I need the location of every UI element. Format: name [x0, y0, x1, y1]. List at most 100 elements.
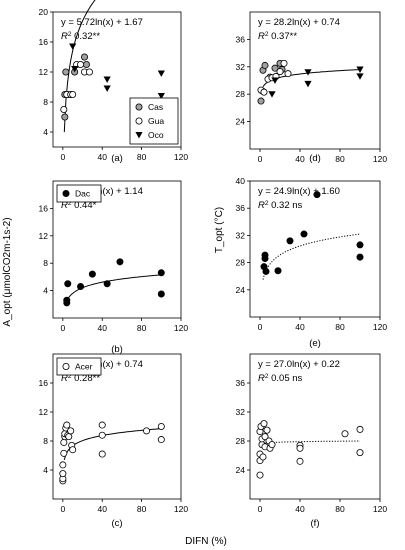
data-point	[260, 88, 268, 96]
y-tick-label: 40	[236, 176, 246, 186]
fit-curve	[63, 0, 96, 133]
data-point	[82, 61, 90, 69]
panel-label: (b)	[111, 344, 123, 355]
y-tick-label: 20	[39, 7, 49, 17]
data-point	[77, 282, 85, 290]
data-point	[259, 453, 267, 461]
plot-frame	[52, 180, 182, 319]
fit-equation: y = 28.2ln(x) + 0.74	[258, 17, 340, 28]
data-point	[263, 426, 271, 434]
data-point	[157, 436, 165, 444]
plot-frame	[249, 180, 381, 318]
y-tick-label: 36	[236, 34, 246, 44]
data-point	[356, 73, 364, 80]
data-point	[296, 457, 304, 465]
y-tick-label: 8	[43, 258, 48, 268]
data-point	[274, 267, 282, 275]
fit-equation: y = 24.9ln(x) + 1.60	[258, 186, 340, 197]
panel-a: 0 40 80 120 4 8 12 16 20 y = 5.72ln(x) + 1.67 R2 0…	[39, 0, 188, 164]
x-tick-label: 80	[335, 154, 345, 164]
x-tick-label: 40	[97, 152, 107, 162]
data-point	[71, 66, 79, 73]
x-tick-label: 0	[60, 323, 65, 333]
data-point	[284, 70, 292, 78]
y-tick-label: 4	[43, 286, 48, 296]
plot-frame	[52, 353, 182, 500]
data-point	[60, 449, 68, 457]
legend-box	[56, 184, 102, 203]
data-point	[300, 230, 308, 238]
data-point	[356, 241, 364, 249]
data-point	[157, 422, 165, 430]
x-tick-label: 0	[60, 152, 65, 162]
plot-frame	[249, 353, 381, 500]
x-tick-label: 80	[137, 323, 147, 333]
panel-c: 0 40 80 120 4 8 12 16 y = 6.08ln(x) + 0.74 R2 0.2…	[39, 353, 188, 529]
data-point	[64, 280, 72, 288]
data-point	[304, 69, 312, 76]
y-tick-label: 36	[236, 203, 246, 213]
data-point	[256, 471, 264, 479]
data-point	[261, 433, 269, 441]
y-tick-label: 24	[236, 465, 246, 475]
data-point	[98, 421, 106, 429]
legend-label: Dac	[75, 189, 91, 199]
x-tick-label: 120	[373, 322, 387, 332]
y-tick-label: 24	[236, 285, 246, 295]
x-tick-label: 80	[137, 504, 147, 514]
data-point	[268, 91, 276, 98]
r-squared: R2 0.32**	[61, 31, 100, 43]
x-tick-label: 40	[295, 504, 305, 514]
plot-frame	[52, 11, 182, 148]
x-tick-label: 0	[258, 154, 263, 164]
legend-marker	[62, 189, 70, 197]
legend-marker	[62, 362, 70, 370]
data-point	[257, 97, 265, 105]
y-tick-label: 8	[43, 97, 48, 107]
plot-frame	[249, 11, 381, 150]
data-point	[356, 425, 364, 433]
y-tick-label: 16	[39, 378, 49, 388]
data-point	[261, 251, 269, 259]
x-tick-label: 120	[174, 152, 188, 162]
r-squared: R2 0.28**	[61, 373, 100, 385]
x-tick-label: 120	[174, 323, 188, 333]
r-squared: R2 0.05 ns	[258, 373, 303, 385]
data-point	[262, 267, 270, 275]
x-tick-label: 80	[335, 322, 345, 332]
y-tick-label: 16	[39, 203, 49, 213]
x-tick-label: 40	[97, 504, 107, 514]
legend-label: Gua	[148, 116, 164, 126]
x-tick-label: 80	[335, 504, 345, 514]
data-point	[157, 290, 165, 298]
legend-label: Oco	[148, 130, 164, 140]
data-point	[69, 43, 77, 50]
y-tick-label: 32	[236, 230, 246, 240]
panel-label: (f)	[311, 518, 320, 529]
data-point	[356, 449, 364, 457]
data-point	[63, 421, 71, 429]
data-point	[69, 91, 77, 99]
data-point	[60, 438, 68, 446]
panel-label: (d)	[309, 153, 321, 164]
data-point	[356, 253, 364, 261]
legend-marker	[135, 117, 143, 125]
data-point	[77, 61, 85, 69]
legend-box	[56, 357, 102, 376]
fit-equation: y = 1.09ln(x) + 1.14	[61, 186, 143, 197]
x-tick-label: 80	[137, 152, 147, 162]
y-tick-label: 36	[236, 378, 246, 388]
x-tick-label: 0	[60, 504, 65, 514]
data-point	[157, 269, 165, 277]
legend-marker	[135, 132, 143, 139]
data-point	[157, 70, 165, 77]
fit-equation: y = 27.0ln(x) + 0.22	[258, 359, 340, 370]
x-tick-label: 0	[258, 504, 263, 514]
legend-marker	[135, 103, 143, 111]
data-point	[103, 76, 111, 83]
panel-e: 0 40 80 120 24 28 32 36 40 y = 24.9ln(x) + 1.60 R2…	[236, 176, 388, 349]
x-tick-label: 40	[295, 322, 305, 332]
data-point	[63, 296, 71, 304]
fit-equation: y = 5.72ln(x) + 1.67	[61, 17, 143, 28]
